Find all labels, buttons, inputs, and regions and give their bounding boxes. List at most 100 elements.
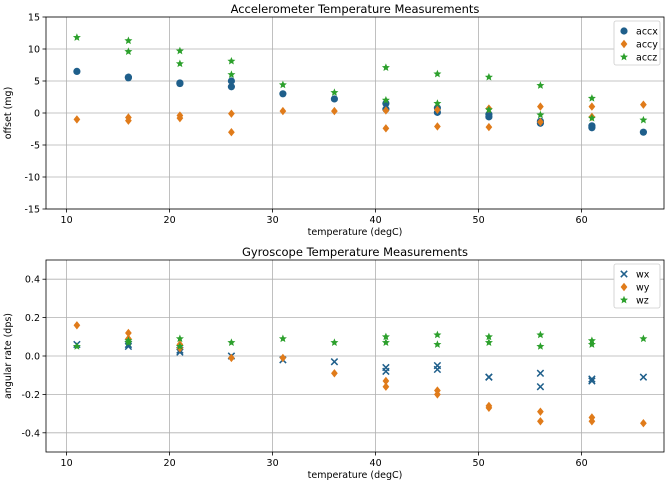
data-point-accy <box>485 122 493 132</box>
data-point-wz <box>639 334 648 343</box>
data-point-accy <box>125 116 132 125</box>
legend-label-accz: accz <box>636 53 657 64</box>
data-point-accz <box>124 47 133 55</box>
data-point-accz <box>433 69 442 78</box>
data-point-wy <box>434 390 441 399</box>
data-point-accy <box>434 122 441 131</box>
data-point-wz <box>587 340 596 348</box>
x-tick-label: 60 <box>576 215 588 226</box>
y-tick-label: -0.2 <box>21 390 40 401</box>
data-point-accy <box>331 106 338 116</box>
data-point-accz <box>381 96 390 104</box>
x-tick-label: 30 <box>267 458 279 469</box>
y-tick-label: 0.2 <box>25 313 40 324</box>
axes-frame <box>45 16 665 210</box>
y-tick-label: -15 <box>24 205 40 216</box>
data-point-accy <box>640 100 647 109</box>
y-tick-label: 0.4 <box>25 275 40 286</box>
x-tick-label: 40 <box>370 215 382 226</box>
x-tick-label: 40 <box>370 458 382 469</box>
data-point-accz <box>433 99 442 107</box>
legend-marker-accx <box>620 27 628 35</box>
data-point-wz <box>330 338 339 346</box>
x-tick-label: 60 <box>576 458 588 469</box>
series-accy <box>73 100 647 137</box>
legend-marker-accz <box>620 52 628 61</box>
data-point-wy <box>382 376 390 386</box>
data-point-wz <box>484 332 493 341</box>
data-point-accy <box>537 102 544 111</box>
data-point-wy <box>485 403 493 413</box>
data-point-accz <box>175 46 184 55</box>
accelerometer-chart: 10 20 30 40 50 60 -15 -10 -5 0 5 10 15 Accelerometer … <box>3 2 665 238</box>
data-point-wy <box>382 382 390 391</box>
x-axis-label: temperature (degC) <box>308 470 403 481</box>
y-tick-label: 0.0 <box>25 352 40 363</box>
data-point-wx <box>433 365 442 374</box>
data-point-accz <box>330 88 339 96</box>
y-tick-label: 5 <box>34 77 40 88</box>
data-point-accz <box>175 59 184 68</box>
grid <box>46 260 664 452</box>
data-point-accx <box>639 128 648 136</box>
data-point-accx <box>227 83 235 91</box>
data-point-accx <box>176 79 184 88</box>
y-tick-label: 0 <box>34 109 40 120</box>
x-axis-label: temperature (degC) <box>308 227 403 238</box>
data-point-wx <box>588 375 596 383</box>
x-tick-label: 10 <box>61 215 73 226</box>
data-point-wz <box>381 338 390 346</box>
data-point-wz <box>484 338 493 346</box>
data-point-wx <box>536 369 545 378</box>
x-tick-label: 10 <box>61 458 73 469</box>
data-point-wz <box>175 334 184 343</box>
data-point-accy <box>588 102 596 111</box>
legend-label-wx: wx <box>636 270 650 281</box>
data-point-wy <box>588 417 596 426</box>
legend: accx accy accz <box>613 20 661 66</box>
y-tick-label: -10 <box>24 173 40 184</box>
data-point-accx <box>227 77 235 85</box>
data-point-wy <box>640 419 647 428</box>
y-tick-label: 10 <box>28 45 40 56</box>
series-wz <box>72 330 648 350</box>
data-point-accz <box>381 63 390 71</box>
legend-label-wy: wy <box>636 283 650 294</box>
data-point-accz <box>639 115 648 124</box>
data-point-accz <box>124 36 133 45</box>
data-point-wx <box>382 367 390 376</box>
axes-frame <box>45 259 665 453</box>
legend-marker-accy <box>620 39 628 49</box>
data-point-wy <box>279 353 287 363</box>
legend-marker-wx <box>620 270 628 278</box>
data-point-accy <box>382 106 390 115</box>
data-point-accx <box>279 90 287 98</box>
data-point-accz <box>227 70 236 78</box>
data-point-wy <box>228 353 235 363</box>
legend-marker-wz <box>620 295 628 304</box>
y-tick-label: 15 <box>28 13 40 24</box>
series-accz <box>72 33 648 124</box>
x-tick-label: 30 <box>267 215 279 226</box>
y-tick-label: -0.4 <box>21 428 40 439</box>
data-point-wy <box>125 328 132 338</box>
x-tick-label: 50 <box>473 458 485 469</box>
y-axis-label: offset (mg) <box>3 87 14 140</box>
data-point-wz <box>433 340 442 348</box>
legend-label-accx: accx <box>636 27 658 38</box>
data-point-accx <box>588 124 596 132</box>
data-point-accy <box>537 117 544 127</box>
data-point-accz <box>72 33 81 41</box>
data-point-accy <box>176 113 184 123</box>
data-point-accz <box>536 81 545 89</box>
data-point-wz <box>72 342 81 350</box>
data-point-wz <box>381 332 390 341</box>
legend-marker-wy <box>620 282 628 292</box>
chart-title: Gyroscope Temperature Measurements <box>242 245 468 259</box>
data-point-wx <box>536 382 545 391</box>
data-point-accz <box>587 113 596 122</box>
data-point-accy <box>73 115 81 124</box>
data-point-accz <box>278 80 287 89</box>
x-tick-label: 20 <box>164 458 176 469</box>
data-point-wy <box>73 321 81 330</box>
